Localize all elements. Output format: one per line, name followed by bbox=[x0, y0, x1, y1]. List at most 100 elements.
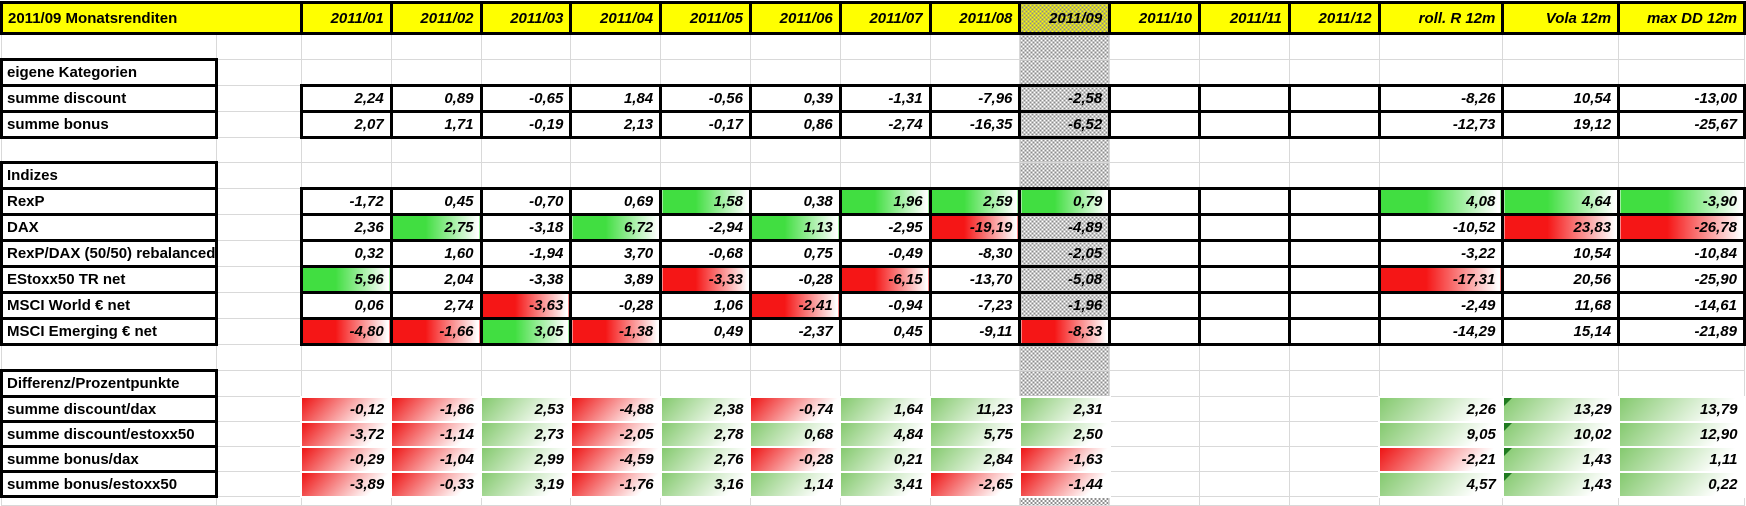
cell-summe-bonus-2011-09[interactable]: -6,52 bbox=[1018, 110, 1112, 139]
cell-dax-roll-r-12m[interactable]: -10,52 bbox=[1377, 213, 1505, 242]
cell-msci-world-net-max-dd-12m[interactable]: -14,61 bbox=[1617, 291, 1746, 320]
cell-summe-bonus-estoxx50-2011-03[interactable]: 3,19 bbox=[480, 470, 572, 498]
cell-msci-world-net-2011-03[interactable]: -3,63 bbox=[479, 291, 573, 320]
cell-rexp-dax-50-50-rebalanced-2011-03[interactable]: -1,94 bbox=[479, 239, 573, 268]
cell-msci-world-net-2011-05[interactable]: 1,06 bbox=[659, 291, 752, 320]
cell-msci-world-net-2011-02[interactable]: 2,74 bbox=[389, 291, 483, 320]
cell-summe-discount-estoxx50-roll-r-12m[interactable]: 9,05 bbox=[1378, 420, 1504, 448]
cell-summe-bonus-estoxx50-roll-r-12m[interactable]: 4,57 bbox=[1378, 470, 1504, 498]
cell-summe-bonus-2011-03[interactable]: -0,19 bbox=[479, 110, 573, 139]
cell-summe-bonus-estoxx50-2011-07[interactable]: 3,41 bbox=[839, 470, 932, 498]
cell-msci-world-net-2011-07[interactable]: -0,94 bbox=[838, 291, 932, 320]
row-label-rexp-dax-50-50-rebalanced[interactable]: RexP/DAX (50/50) rebalanced bbox=[0, 239, 219, 268]
cell-msci-emerging-net-2011-05[interactable]: 0,49 bbox=[659, 317, 752, 346]
cell-summe-discount-estoxx50-2011-08[interactable]: 5,75 bbox=[929, 420, 1021, 448]
row-label-msci-emerging-net[interactable]: MSCI Emerging € net bbox=[0, 317, 219, 346]
cell-summe-discount-2011-05[interactable]: -0,56 bbox=[659, 84, 752, 113]
cell-summe-discount-dax-2011-02[interactable]: -1,86 bbox=[390, 395, 483, 423]
cell-summe-bonus-estoxx50-vola-12m[interactable]: 1,43 bbox=[1501, 470, 1620, 498]
cell-summe-discount-dax-max-dd-12m[interactable]: 13,79 bbox=[1617, 395, 1746, 423]
cell-summe-discount-estoxx50-2011-04[interactable]: -2,05 bbox=[569, 420, 662, 448]
cell-summe-discount-max-dd-12m[interactable]: -13,00 bbox=[1617, 84, 1746, 113]
cell-estoxx50-tr-net-2011-06[interactable]: -0,28 bbox=[748, 265, 842, 294]
cell-rexp-dax-50-50-rebalanced-2011-06[interactable]: 0,75 bbox=[748, 239, 842, 268]
cell-estoxx50-tr-net-2011-02[interactable]: 2,04 bbox=[389, 265, 483, 294]
cell-rexp-dax-50-50-rebalanced-2011-09[interactable]: -2,05 bbox=[1018, 239, 1112, 268]
cell-summe-bonus-dax-2011-05[interactable]: 2,76 bbox=[659, 445, 752, 473]
column-header-vola-12m[interactable]: Vola 12m bbox=[1501, 1, 1621, 35]
cell-summe-discount-estoxx50-max-dd-12m[interactable]: 12,90 bbox=[1617, 420, 1746, 448]
section-title-eigene-kategorien[interactable]: eigene Kategorien bbox=[0, 58, 219, 87]
cell-summe-discount-dax-roll-r-12m[interactable]: 2,26 bbox=[1378, 395, 1504, 423]
cell-dax-2011-02[interactable]: 2,75 bbox=[389, 213, 483, 242]
cell-summe-discount-estoxx50-2011-05[interactable]: 2,78 bbox=[659, 420, 752, 448]
column-header-2011-11[interactable]: 2011/11 bbox=[1198, 1, 1291, 35]
cell-rexp-dax-50-50-rebalanced-2011-04[interactable]: 3,70 bbox=[569, 239, 663, 268]
row-label-msci-world-net[interactable]: MSCI World € net bbox=[0, 291, 219, 320]
cell-summe-discount-dax-2011-04[interactable]: -4,88 bbox=[569, 395, 662, 423]
cell-summe-bonus-dax-2011-02[interactable]: -1,04 bbox=[390, 445, 483, 473]
cell-summe-discount-estoxx50-2011-02[interactable]: -1,14 bbox=[390, 420, 483, 448]
cell-summe-bonus-2011-02[interactable]: 1,71 bbox=[389, 110, 483, 139]
column-header-max-dd-12m[interactable]: max DD 12m bbox=[1617, 1, 1746, 35]
cell-summe-discount-2011-07[interactable]: -1,31 bbox=[838, 84, 932, 113]
row-label-estoxx50-tr-net[interactable]: EStoxx50 TR net bbox=[0, 265, 219, 294]
row-label-dax[interactable]: DAX bbox=[0, 213, 219, 242]
cell-rexp-2011-04[interactable]: 0,69 bbox=[569, 187, 663, 216]
cell-msci-world-net-2011-09[interactable]: -1,96 bbox=[1018, 291, 1112, 320]
cell-summe-bonus-vola-12m[interactable]: 19,12 bbox=[1501, 110, 1621, 139]
column-header-2011-10[interactable]: 2011/10 bbox=[1108, 1, 1202, 35]
cell-summe-bonus-2011-01[interactable]: 2,07 bbox=[299, 110, 393, 139]
cell-msci-world-net-vola-12m[interactable]: 11,68 bbox=[1501, 291, 1621, 320]
cell-summe-discount-2011-02[interactable]: 0,89 bbox=[389, 84, 483, 113]
cell-rexp-dax-50-50-rebalanced-2011-02[interactable]: 1,60 bbox=[389, 239, 483, 268]
section-title-indizes[interactable]: Indizes bbox=[0, 161, 219, 190]
cell-summe-bonus-2011-04[interactable]: 2,13 bbox=[569, 110, 663, 139]
row-label-summe-discount-estoxx50[interactable]: summe discount/estoxx50 bbox=[0, 420, 219, 448]
cell-rexp-dax-50-50-rebalanced-vola-12m[interactable]: 10,54 bbox=[1501, 239, 1621, 268]
cell-summe-bonus-2011-05[interactable]: -0,17 bbox=[659, 110, 752, 139]
cell-rexp-2011-05[interactable]: 1,58 bbox=[659, 187, 752, 216]
cell-dax-2011-03[interactable]: -3,18 bbox=[479, 213, 573, 242]
section-title-differenz-prozentpunkte[interactable]: Differenz/Prozentpunkte bbox=[0, 369, 219, 398]
cell-rexp-dax-50-50-rebalanced-2011-05[interactable]: -0,68 bbox=[659, 239, 752, 268]
cell-summe-discount-dax-2011-09[interactable]: 2,31 bbox=[1018, 395, 1111, 423]
cell-rexp-dax-50-50-rebalanced-roll-r-12m[interactable]: -3,22 bbox=[1377, 239, 1505, 268]
cell-msci-emerging-net-2011-02[interactable]: -1,66 bbox=[389, 317, 483, 346]
cell-estoxx50-tr-net-max-dd-12m[interactable]: -25,90 bbox=[1617, 265, 1746, 294]
cell-estoxx50-tr-net-2011-01[interactable]: 5,96 bbox=[299, 265, 393, 294]
cell-summe-discount-dax-2011-03[interactable]: 2,53 bbox=[480, 395, 572, 423]
cell-summe-bonus-estoxx50-2011-06[interactable]: 1,14 bbox=[749, 470, 842, 498]
column-header-2011-08[interactable]: 2011/08 bbox=[928, 1, 1022, 35]
column-header-2011-09[interactable]: 2011/09 bbox=[1018, 1, 1112, 35]
cell-summe-bonus-estoxx50-2011-02[interactable]: -0,33 bbox=[390, 470, 483, 498]
cell-dax-2011-08[interactable]: -19,19 bbox=[928, 213, 1022, 242]
cell-msci-emerging-net-max-dd-12m[interactable]: -21,89 bbox=[1617, 317, 1746, 346]
cell-summe-discount-dax-2011-07[interactable]: 1,64 bbox=[839, 395, 932, 423]
cell-rexp-2011-06[interactable]: 0,38 bbox=[748, 187, 842, 216]
row-label-summe-discount[interactable]: summe discount bbox=[0, 84, 219, 113]
cell-summe-discount-estoxx50-2011-07[interactable]: 4,84 bbox=[839, 420, 932, 448]
column-header-2011-01[interactable]: 2011/01 bbox=[299, 1, 393, 35]
cell-estoxx50-tr-net-2011-03[interactable]: -3,38 bbox=[479, 265, 573, 294]
column-header-2011-06[interactable]: 2011/06 bbox=[748, 1, 842, 35]
cell-rexp-2011-01[interactable]: -1,72 bbox=[299, 187, 393, 216]
cell-msci-world-net-2011-01[interactable]: 0,06 bbox=[299, 291, 393, 320]
cell-summe-discount-2011-03[interactable]: -0,65 bbox=[479, 84, 573, 113]
cell-rexp-vola-12m[interactable]: 4,64 bbox=[1501, 187, 1621, 216]
cell-msci-emerging-net-vola-12m[interactable]: 15,14 bbox=[1501, 317, 1621, 346]
row-label-summe-bonus-estoxx50[interactable]: summe bonus/estoxx50 bbox=[0, 470, 219, 498]
cell-msci-world-net-2011-04[interactable]: -0,28 bbox=[569, 291, 663, 320]
cell-summe-bonus-dax-2011-04[interactable]: -4,59 bbox=[569, 445, 662, 473]
cell-dax-2011-09[interactable]: -4,89 bbox=[1018, 213, 1112, 242]
cell-summe-discount-2011-08[interactable]: -7,96 bbox=[928, 84, 1022, 113]
cell-summe-bonus-dax-2011-03[interactable]: 2,99 bbox=[480, 445, 572, 473]
column-header-2011-07[interactable]: 2011/07 bbox=[838, 1, 932, 35]
cell-rexp-roll-r-12m[interactable]: 4,08 bbox=[1377, 187, 1505, 216]
cell-rexp-2011-09[interactable]: 0,79 bbox=[1018, 187, 1112, 216]
cell-summe-bonus-estoxx50-max-dd-12m[interactable]: 0,22 bbox=[1617, 470, 1746, 498]
cell-estoxx50-tr-net-roll-r-12m[interactable]: -17,31 bbox=[1377, 265, 1505, 294]
column-header-roll-r-12m[interactable]: roll. R 12m bbox=[1377, 1, 1505, 35]
cell-summe-bonus-estoxx50-2011-04[interactable]: -1,76 bbox=[569, 470, 662, 498]
row-label-summe-bonus[interactable]: summe bonus bbox=[0, 110, 219, 139]
